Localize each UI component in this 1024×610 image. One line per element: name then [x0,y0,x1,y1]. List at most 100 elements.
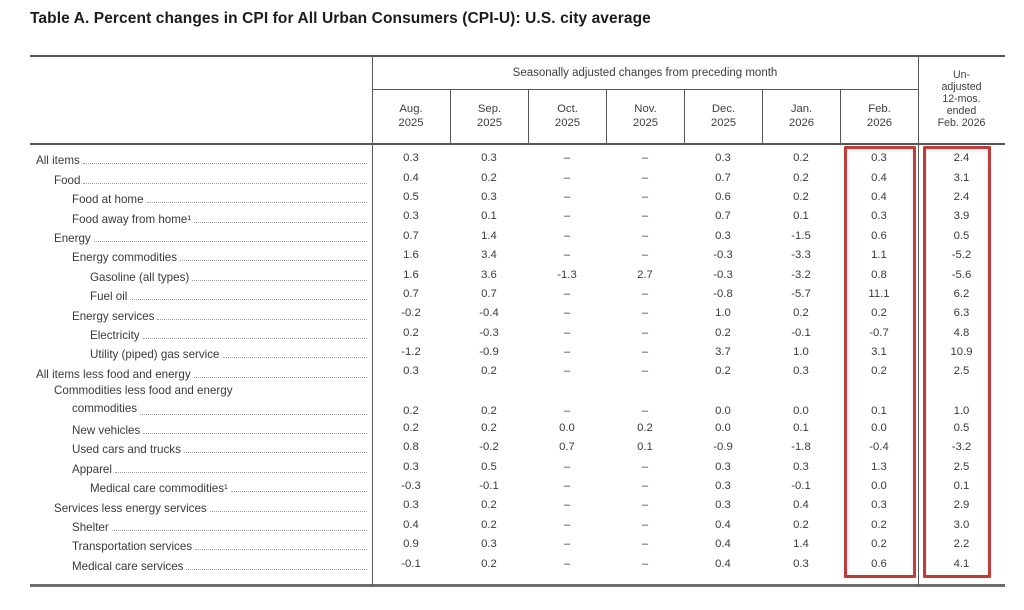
value-cell: 2.4 [953,190,970,203]
value-cell: 1.4 [481,229,497,242]
value-cell: 0.4 [871,171,887,184]
row-label: Energy commodities [30,246,372,265]
value-cell: 0.2 [481,365,497,378]
value-cell: – [641,404,649,417]
value-cell: 0.7 [403,287,419,300]
value-cell: 0.3 [715,229,731,242]
value-cell: – [563,518,571,531]
value-cell: 2.9 [953,499,970,512]
value-cell: -1.3 [557,268,577,281]
value-cell: 0.2 [793,152,809,165]
value-cell: -0.9 [713,441,733,454]
dot-leader [193,376,367,378]
value-cell: 3.4 [481,249,497,262]
value-cell: 1.0 [793,346,809,359]
row-label: Fuel oil [30,285,372,304]
value-cell: 0.0 [715,421,731,434]
value-cell: -0.1 [791,326,811,339]
value-cell: 0.2 [871,365,887,378]
dot-leader [209,510,367,512]
value-cell: 0.7 [715,171,731,184]
value-cell: 0.3 [715,499,731,512]
value-cell: 0.3 [481,152,497,165]
value-cell: 0.7 [715,210,731,223]
dot-leader [183,452,367,454]
value-cell: 0.3 [403,460,419,473]
value-cell: 0.3 [715,460,731,473]
value-cell: – [641,210,649,223]
value-cell: 0.4 [403,518,419,531]
row-label: Medical care commodities¹ [30,477,372,496]
value-cell: -0.4 [479,307,499,320]
value-cell: – [641,229,649,242]
value-cell: – [563,365,571,378]
value-cell: – [641,190,649,203]
value-cell: – [641,538,649,551]
value-cell: -0.1 [791,480,811,493]
value-cell: – [563,480,571,493]
value-cell: – [563,171,571,184]
value-cell: 0.1 [793,421,809,434]
month-column-header: Dec. 2025 [684,90,762,143]
value-cell: 0.3 [871,499,887,512]
value-cell: – [563,404,571,417]
value-cell: 0.0 [793,404,809,417]
dot-leader [192,279,367,281]
row-label: Electricity [30,324,372,343]
value-cell: 0.4 [715,518,731,531]
value-cell: 0.2 [403,326,419,339]
value-cell: 0.2 [481,499,497,512]
row-label: Shelter [30,516,372,535]
value-cell: 1.0 [953,404,970,417]
dot-leader [140,413,367,415]
value-cell: -0.3 [713,249,733,262]
value-cell: 10.9 [950,346,973,359]
dot-leader [83,182,367,184]
value-cell: – [563,460,571,473]
row-label: All items less food and energy [30,362,372,381]
value-cell: 0.6 [715,190,731,203]
dot-leader [130,299,367,301]
value-cell: – [641,499,649,512]
dot-leader [114,471,367,473]
value-cell: 0.0 [871,421,887,434]
value-cell: 0.0 [715,404,731,417]
value-cell: -0.1 [479,480,499,493]
value-cell: 0.5 [403,190,419,203]
value-cell: 3.7 [715,346,731,359]
value-cell: 0.2 [871,518,887,531]
value-cell: -0.2 [401,307,421,320]
value-cell: 1.0 [715,307,731,320]
value-cell: -3.2 [791,268,811,281]
month-column-header: Nov. 2025 [606,90,684,143]
value-cell: 1.6 [403,268,419,281]
dot-leader [194,221,367,223]
value-cell: 0.1 [871,404,887,417]
value-cell: -0.4 [869,441,889,454]
dot-leader [146,202,367,204]
value-cell: 1.3 [871,460,887,473]
value-cell: 0.1 [637,441,653,454]
value-cell: 0.4 [715,538,731,551]
value-cell: – [563,152,571,165]
month-column-header: Feb. 2026 [840,90,918,143]
row-label: Energy services [30,304,372,323]
value-cell: 1.6 [403,249,419,262]
dot-leader [230,491,367,493]
value-cell: 0.0 [559,421,575,434]
value-cell: – [641,365,649,378]
month-column-header: Oct. 2025 [528,90,606,143]
value-cell: 0.2 [871,538,887,551]
value-cell: – [641,518,649,531]
dot-leader [186,568,367,570]
value-cell: – [641,171,649,184]
value-cell: 0.4 [871,190,887,203]
month-column-header: Sep. 2025 [450,90,528,143]
row-label: Energy [30,227,372,246]
value-cell: – [641,249,649,262]
value-cell: 0.9 [403,538,419,551]
value-cell: 0.4 [793,499,809,512]
value-cell: 2.2 [953,538,970,551]
dot-leader [222,357,367,359]
value-cell: 0.4 [403,171,419,184]
